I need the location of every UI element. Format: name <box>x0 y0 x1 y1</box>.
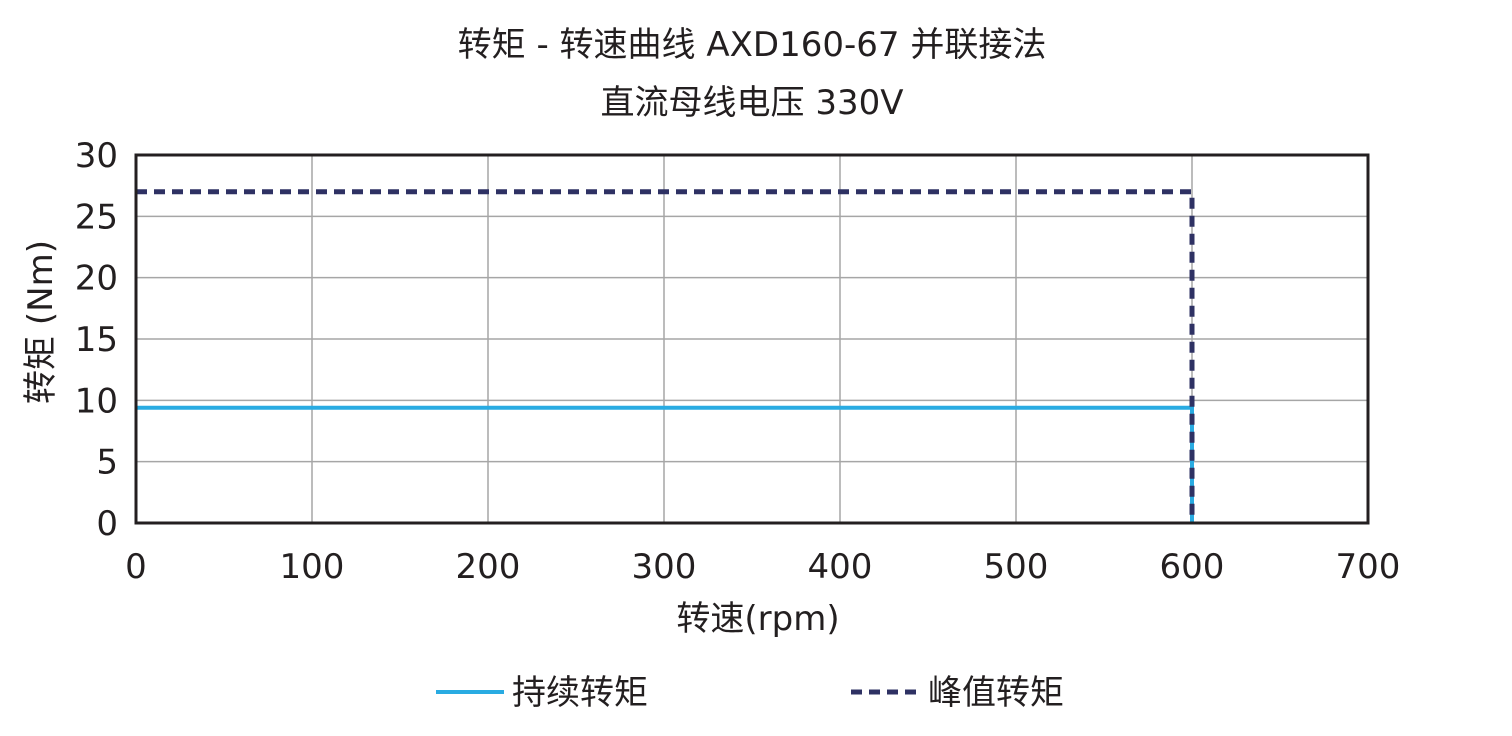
x-tick-label: 500 <box>984 547 1049 587</box>
legend: 持续转矩 峰值转矩 <box>436 673 1064 713</box>
x-tick-label: 400 <box>808 547 873 587</box>
legend-label-peak: 峰值转矩 <box>928 673 1064 713</box>
x-tick-label: 100 <box>280 547 345 587</box>
y-axis-label: 转矩 (Nm) <box>21 240 61 404</box>
series-continuous-torque-line <box>136 405 1194 523</box>
y-tick-label: 15 <box>75 320 118 360</box>
x-tick-label: 200 <box>456 547 521 587</box>
y-tick-label: 30 <box>75 136 118 176</box>
series-peak-torque-line <box>136 189 1195 523</box>
y-tick-labels: 0 5 10 15 20 25 30 <box>75 136 118 544</box>
legend-label-continuous: 持续转矩 <box>512 673 648 713</box>
series-lines <box>136 189 1195 523</box>
plot-frame <box>134 153 1370 525</box>
x-axis-label: 转速(rpm) <box>676 599 839 639</box>
grid-lines <box>136 155 1368 523</box>
x-tick-label: 700 <box>1336 547 1401 587</box>
chart-subtitle: 直流母线电压 330V <box>601 83 904 123</box>
y-tick-label: 20 <box>75 259 118 299</box>
x-tick-label: 0 <box>125 547 147 587</box>
y-tick-label: 0 <box>96 504 118 544</box>
x-tick-label: 300 <box>632 547 697 587</box>
chart-title: 转矩 - 转速曲线 AXD160-67 并联接法 <box>458 25 1047 65</box>
y-tick-label: 25 <box>75 197 118 237</box>
x-tick-labels: 0 100 200 300 400 500 600 700 <box>125 547 1400 587</box>
y-tick-label: 5 <box>96 443 118 483</box>
x-tick-label: 600 <box>1160 547 1225 587</box>
y-tick-label: 10 <box>75 381 118 421</box>
